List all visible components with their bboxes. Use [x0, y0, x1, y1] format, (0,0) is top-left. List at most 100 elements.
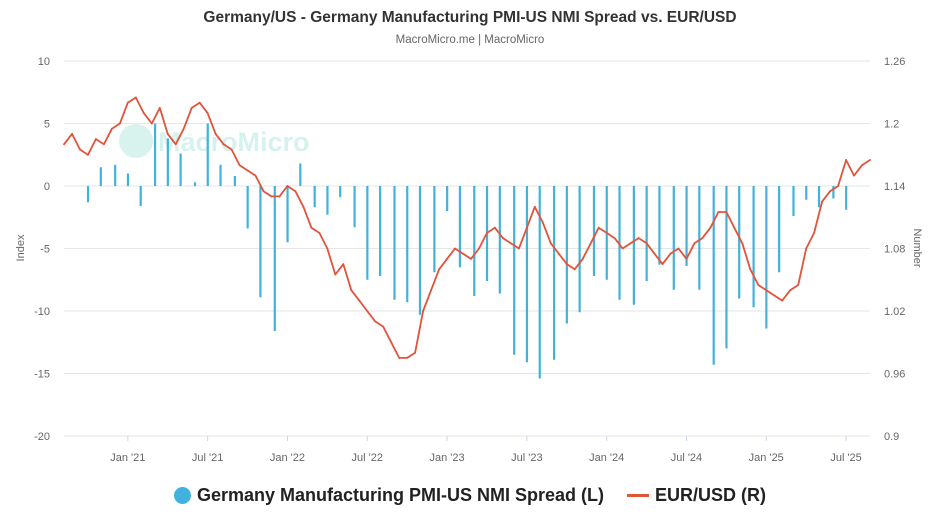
legend-eurusd-marker-icon	[627, 493, 650, 497]
spread-bar	[446, 186, 449, 211]
eurusd-point	[733, 226, 736, 229]
eurusd-point	[294, 190, 297, 193]
eurusd-point	[462, 252, 464, 255]
eurusd-point	[246, 169, 249, 172]
spread-bar	[153, 123, 157, 186]
eurusd-point	[270, 195, 273, 198]
spread-bar	[114, 164, 117, 186]
left-tick-label: -15	[34, 369, 50, 381]
eurusd-point	[525, 226, 528, 229]
left-tick-label: -10	[34, 306, 50, 318]
spread-bar	[273, 186, 276, 331]
spread-bar	[658, 186, 661, 265]
left-tick-label: 10	[38, 56, 50, 68]
eurusd-point	[238, 164, 241, 167]
eurusd-point	[573, 268, 576, 271]
right-axis-ticks: 1.26 1.2 1.14 1.08 1.02 0.96 0.9	[884, 56, 905, 443]
spread-bar	[418, 186, 422, 315]
eurusd-point	[254, 174, 257, 177]
eurusd-point	[278, 195, 281, 198]
eurusd-point	[517, 247, 520, 250]
eurusd-point	[861, 164, 863, 167]
x-tick-label: Jul '21	[192, 452, 223, 464]
eurusd-point	[533, 205, 536, 208]
spread-bars	[86, 123, 848, 379]
eurusd-point	[310, 226, 313, 229]
right-tick-label: 1.2	[884, 119, 899, 131]
eurusd-point	[118, 122, 121, 125]
eurusd-point	[781, 299, 784, 302]
eurusd-point	[406, 356, 409, 359]
left-tick-label: -5	[40, 244, 50, 256]
eurusd-point	[414, 351, 417, 354]
eurusd-point	[214, 133, 217, 135]
legend-spread-label: Germany Manufacturing PMI-US NMI Spread …	[196, 484, 605, 505]
x-tick-label: Jul '24	[671, 452, 702, 464]
eurusd-point	[486, 231, 488, 234]
left-axis-ticks: 10 5 0 -5 -10 -15 -20	[34, 56, 50, 443]
right-tick-label: 0.9	[884, 431, 899, 443]
right-tick-label: 1.02	[884, 306, 905, 318]
eurusd-point	[182, 127, 185, 130]
right-tick-label: 0.96	[884, 369, 905, 381]
spread-bar	[832, 186, 835, 199]
spread-bar	[538, 186, 541, 379]
chart-title: Germany/US - Germany Manufacturing PMI-U…	[203, 9, 737, 26]
eurusd-point	[494, 226, 496, 229]
spread-bar	[366, 186, 369, 280]
spread-bar	[578, 186, 581, 313]
eurusd-point	[549, 242, 552, 245]
gridlines	[64, 60, 870, 437]
eurusd-point	[87, 153, 89, 156]
eurusd-point	[669, 252, 672, 255]
eurusd-line	[63, 96, 871, 359]
eurusd-point	[557, 252, 560, 255]
eurusd-point	[79, 148, 81, 151]
eurusd-point	[805, 247, 808, 250]
eurusd-point	[661, 263, 664, 266]
left-tick-label: -20	[34, 431, 50, 443]
eurusd-point	[605, 231, 608, 234]
spread-bar	[259, 186, 262, 298]
eurusd-point	[390, 341, 393, 344]
x-tick-label: Jan '22	[270, 452, 305, 464]
legend-item-eurusd[interactable]: EUR/USD (R)	[627, 485, 766, 506]
spread-bar	[313, 186, 316, 208]
eurusd-point	[430, 289, 432, 292]
spread-bar	[765, 186, 768, 329]
eurusd-point	[206, 112, 209, 114]
eurusd-point	[709, 226, 712, 229]
eurusd-point	[589, 242, 592, 245]
eurusd-point	[725, 211, 728, 213]
spread-bar	[565, 186, 568, 324]
eurusd-point	[174, 143, 177, 146]
eurusd-point	[597, 226, 600, 229]
eurusd-point	[701, 237, 704, 239]
x-axis-ticks: Jan '21 Jul '21 Jan '22 Jul '22 Jan '23 Jul '…	[110, 436, 862, 464]
eurusd-point	[837, 185, 839, 187]
x-tick-label: Jan '21	[110, 452, 145, 464]
spread-bar	[86, 186, 90, 203]
eurusd-point	[103, 143, 105, 146]
spread-bar	[179, 153, 182, 186]
left-tick-label: 5	[44, 119, 50, 131]
spread-bar	[326, 186, 329, 215]
spread-bar	[778, 186, 781, 273]
spread-bar	[792, 186, 795, 216]
eurusd-point	[350, 289, 353, 292]
eurusd-point	[302, 205, 305, 208]
eurusd-point	[478, 247, 480, 250]
spread-bar	[99, 167, 102, 186]
eurusd-point	[541, 221, 544, 224]
spread-bar	[513, 186, 516, 355]
spread-bar	[805, 186, 808, 200]
spread-bar	[433, 186, 436, 273]
spread-bar	[286, 186, 289, 243]
eurusd-point	[613, 237, 616, 239]
spread-bar	[552, 186, 556, 360]
eurusd-point	[438, 268, 440, 271]
x-tick-label: Jul '25	[830, 452, 861, 464]
legend-item-spread[interactable]: Germany Manufacturing PMI-US NMI Spread …	[173, 484, 605, 506]
eurusd-point	[342, 263, 345, 266]
